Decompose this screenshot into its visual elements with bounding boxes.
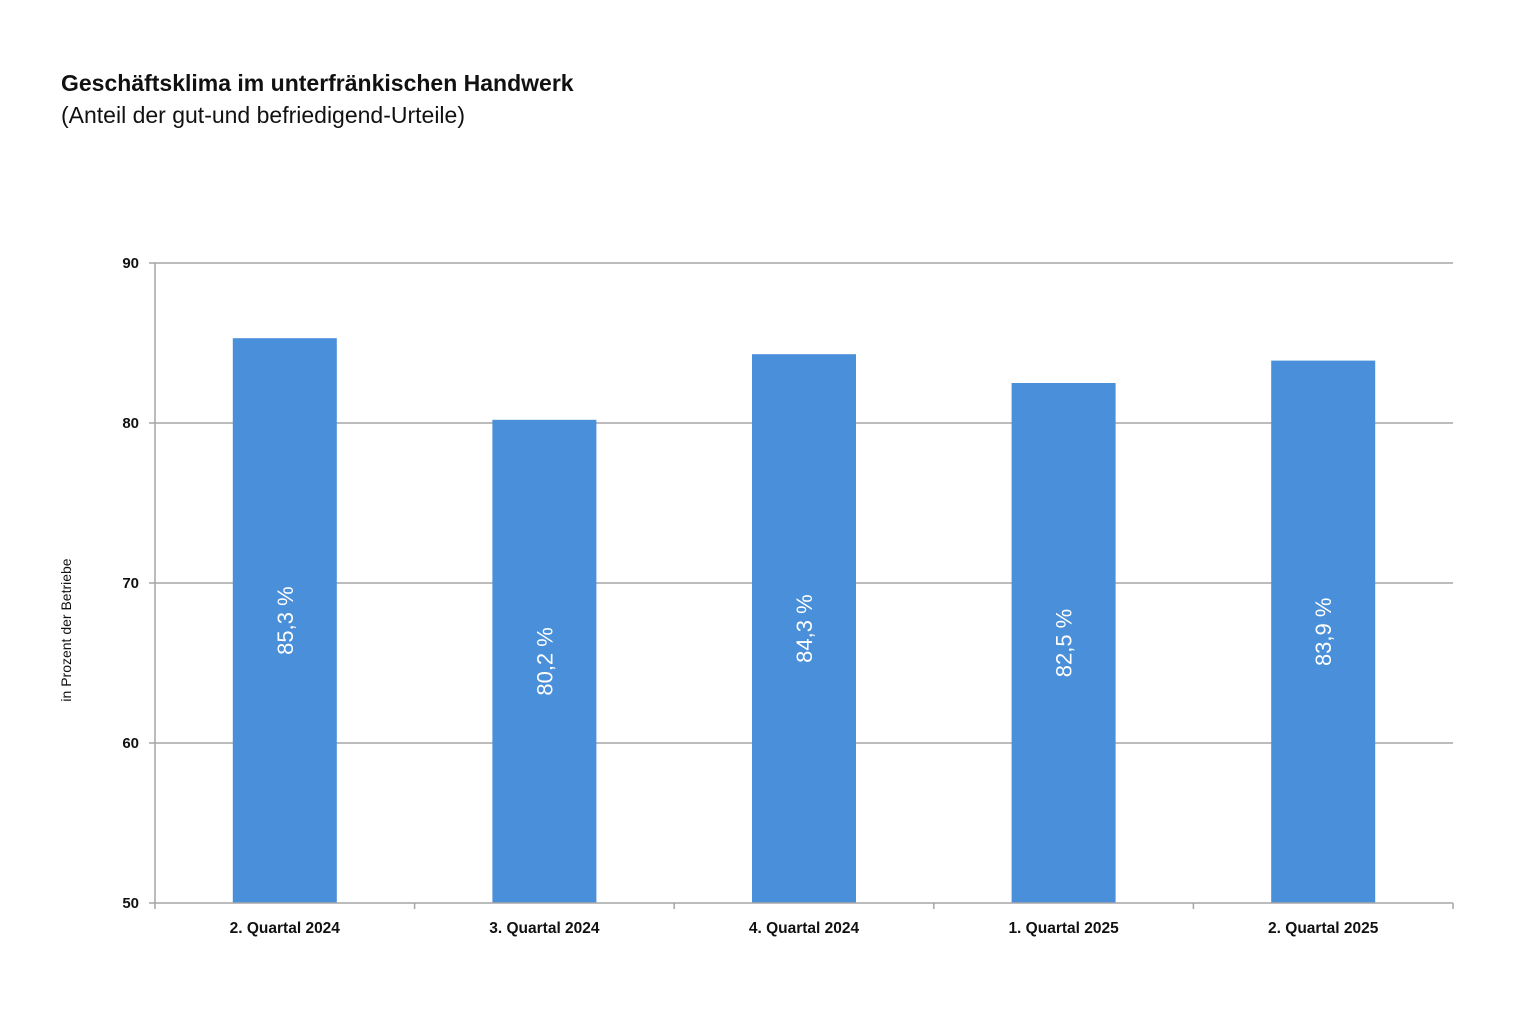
y-axis-label: in Prozent der Betriebe (58, 558, 74, 701)
x-tick-label: 4. Quartal 2024 (749, 920, 860, 937)
y-tick-label: 70 (122, 575, 139, 592)
data-label: 80,2 % (532, 627, 557, 696)
data-label: 82,5 % (1052, 609, 1077, 678)
bars: 85,3 % 80,2 % 84,3 % 82,5 % 83,9 % (232, 338, 1376, 904)
y-tick-label: 60 (122, 735, 139, 752)
data-label: 84,3 % (792, 594, 817, 663)
bar (752, 354, 856, 903)
y-tick-label: 80 (122, 415, 139, 432)
data-label: 83,9 % (1311, 598, 1336, 667)
chart-subtitle: (Anteil der gut-und befriedigend-Urteile… (61, 102, 465, 128)
x-tick-label: 3. Quartal 2024 (489, 920, 600, 937)
x-tick-label: 1. Quartal 2025 (1008, 920, 1119, 937)
bar (1011, 383, 1116, 903)
bar (492, 419, 597, 903)
y-tick-label: 50 (122, 895, 139, 912)
y-tick-label: 90 (122, 255, 139, 272)
axes: 50 60 70 80 90 2. Quartal 2024 3. Quartal 2024… (122, 255, 1454, 937)
x-tick-label: 2. Quartal 2024 (230, 920, 341, 937)
data-label: 85,3 % (273, 586, 298, 655)
chart-title: Geschäftsklima im unterfränkischen Handw… (61, 70, 574, 96)
bar (1271, 360, 1376, 904)
bar (232, 338, 337, 903)
x-tick-label: 2. Quartal 2025 (1268, 920, 1379, 937)
